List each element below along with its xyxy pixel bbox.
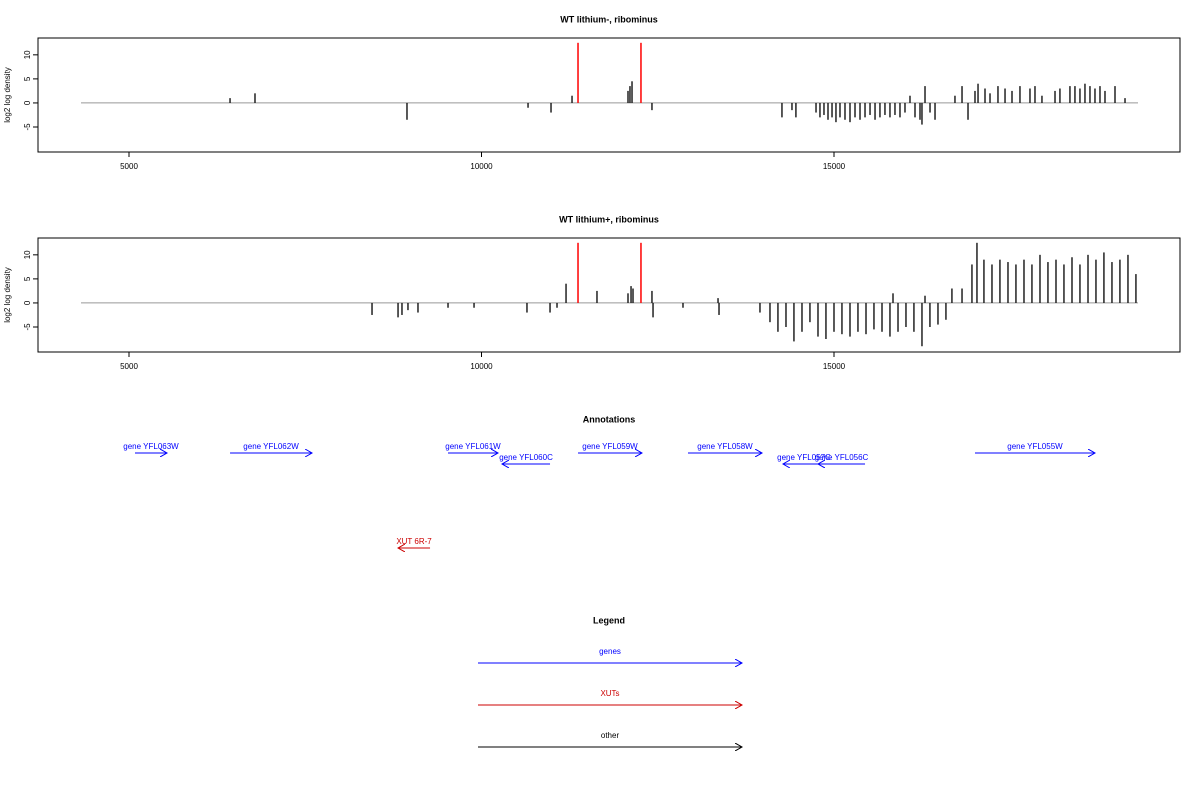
chart-title: WT lithium+, ribominus (559, 214, 659, 224)
feature-label: gene YFL058W (697, 442, 753, 451)
legend-label: XUTs (600, 689, 619, 698)
x-tick-label: 15000 (823, 162, 846, 171)
x-tick-label: 5000 (120, 162, 138, 171)
legend-label: other (601, 731, 620, 740)
feature-label: gene YFL063W (123, 442, 179, 451)
x-tick-label: 10000 (470, 362, 493, 371)
y-tick-label: 5 (23, 276, 32, 281)
legend-label: genes (599, 647, 621, 656)
y-tick-label: -5 (23, 323, 32, 331)
feature-label: gene YFL056C (815, 453, 869, 462)
x-tick-label: 15000 (823, 362, 846, 371)
feature-label: gene YFL059W (582, 442, 638, 451)
feature-label: gene YFL060C (499, 453, 553, 462)
y-tick-label: 10 (23, 250, 32, 259)
y-tick-label: -5 (23, 123, 32, 131)
y-axis-label: log2 log density (3, 267, 12, 323)
y-axis-label: log2 log density (3, 67, 12, 123)
chart-title: WT lithium-, ribominus (560, 14, 658, 24)
x-tick-label: 10000 (470, 162, 493, 171)
feature-label: gene YFL055W (1007, 442, 1063, 451)
feature-label: gene YFL061W (445, 442, 501, 451)
feature-label: gene YFL062W (243, 442, 299, 451)
y-tick-label: 0 (23, 300, 32, 305)
x-tick-label: 5000 (120, 362, 138, 371)
feature-label: XUT 6R-7 (396, 537, 432, 546)
y-tick-label: 5 (23, 76, 32, 81)
annotations-title: Annotations (583, 414, 636, 424)
y-tick-label: 10 (23, 50, 32, 59)
plot-frame (37, 37, 1181, 153)
legend-title: Legend (593, 615, 625, 625)
feature-label: gene YFL057C (777, 453, 831, 462)
y-tick-label: 0 (23, 100, 32, 105)
plot-frame (37, 237, 1181, 353)
